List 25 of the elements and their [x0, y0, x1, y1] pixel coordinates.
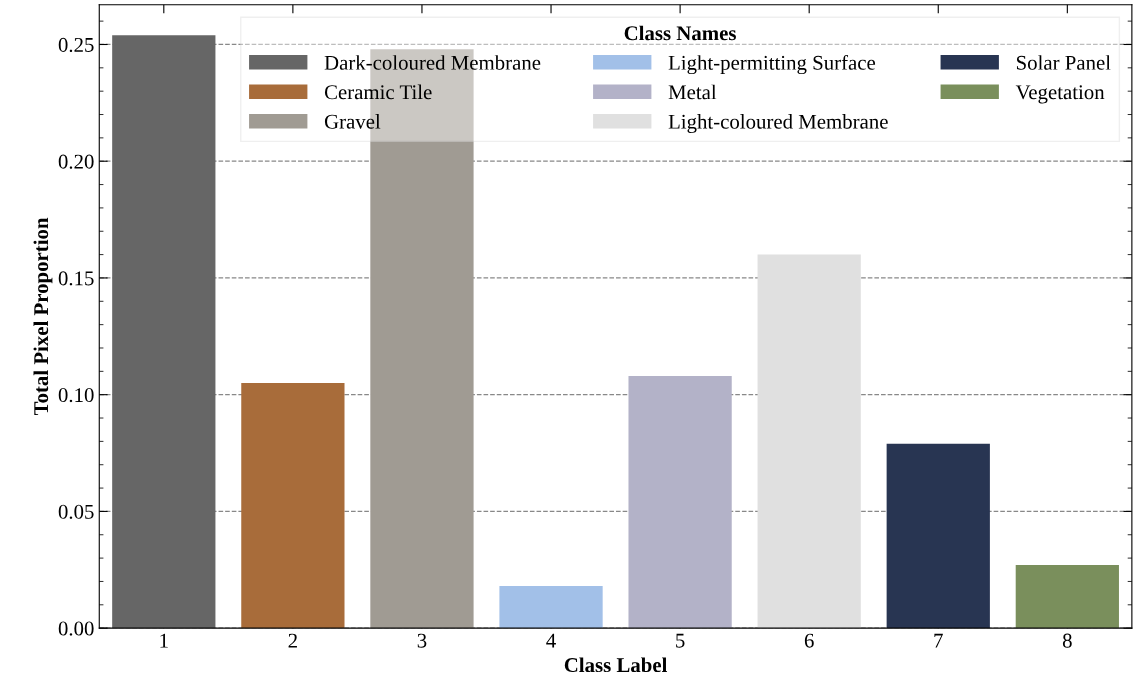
x-tick-label: 4 [546, 633, 556, 648]
y-tick-label: 0.00 [58, 621, 94, 636]
legend-label: Metal [668, 84, 717, 100]
y-axis-title: Total Pixel Proportion [33, 217, 53, 416]
legend-label: Ceramic Tile [324, 84, 432, 100]
y-tick-label: 0.25 [58, 37, 94, 53]
x-axis-title: Class Label [564, 657, 668, 673]
x-tick-label: 3 [417, 633, 427, 648]
y-tick-label: 0.10 [58, 388, 94, 403]
legend-label: Dark-coloured Membrane [324, 55, 541, 70]
x-tick-label: 1 [160, 633, 168, 648]
x-tick-label: 8 [1062, 633, 1072, 648]
x-tick-label: 7 [934, 633, 943, 648]
y-tick-label: 0.05 [58, 504, 94, 519]
legend-label: Gravel [324, 114, 381, 129]
y-tick-label: 0.20 [58, 154, 94, 169]
x-tick-label: 2 [288, 633, 297, 648]
x-tick-label: 5 [676, 633, 685, 648]
legend-label: Solar Panel [1016, 55, 1111, 70]
legend-title: Class Names [624, 25, 736, 41]
legend-label: Light-coloured Membrane [668, 114, 888, 134]
y-tick-label: 0.15 [58, 271, 94, 286]
x-tick-label: 6 [804, 633, 814, 648]
legend-label: Light-permitting Surface [668, 54, 876, 75]
legend-label: Vegetation [1015, 85, 1105, 104]
